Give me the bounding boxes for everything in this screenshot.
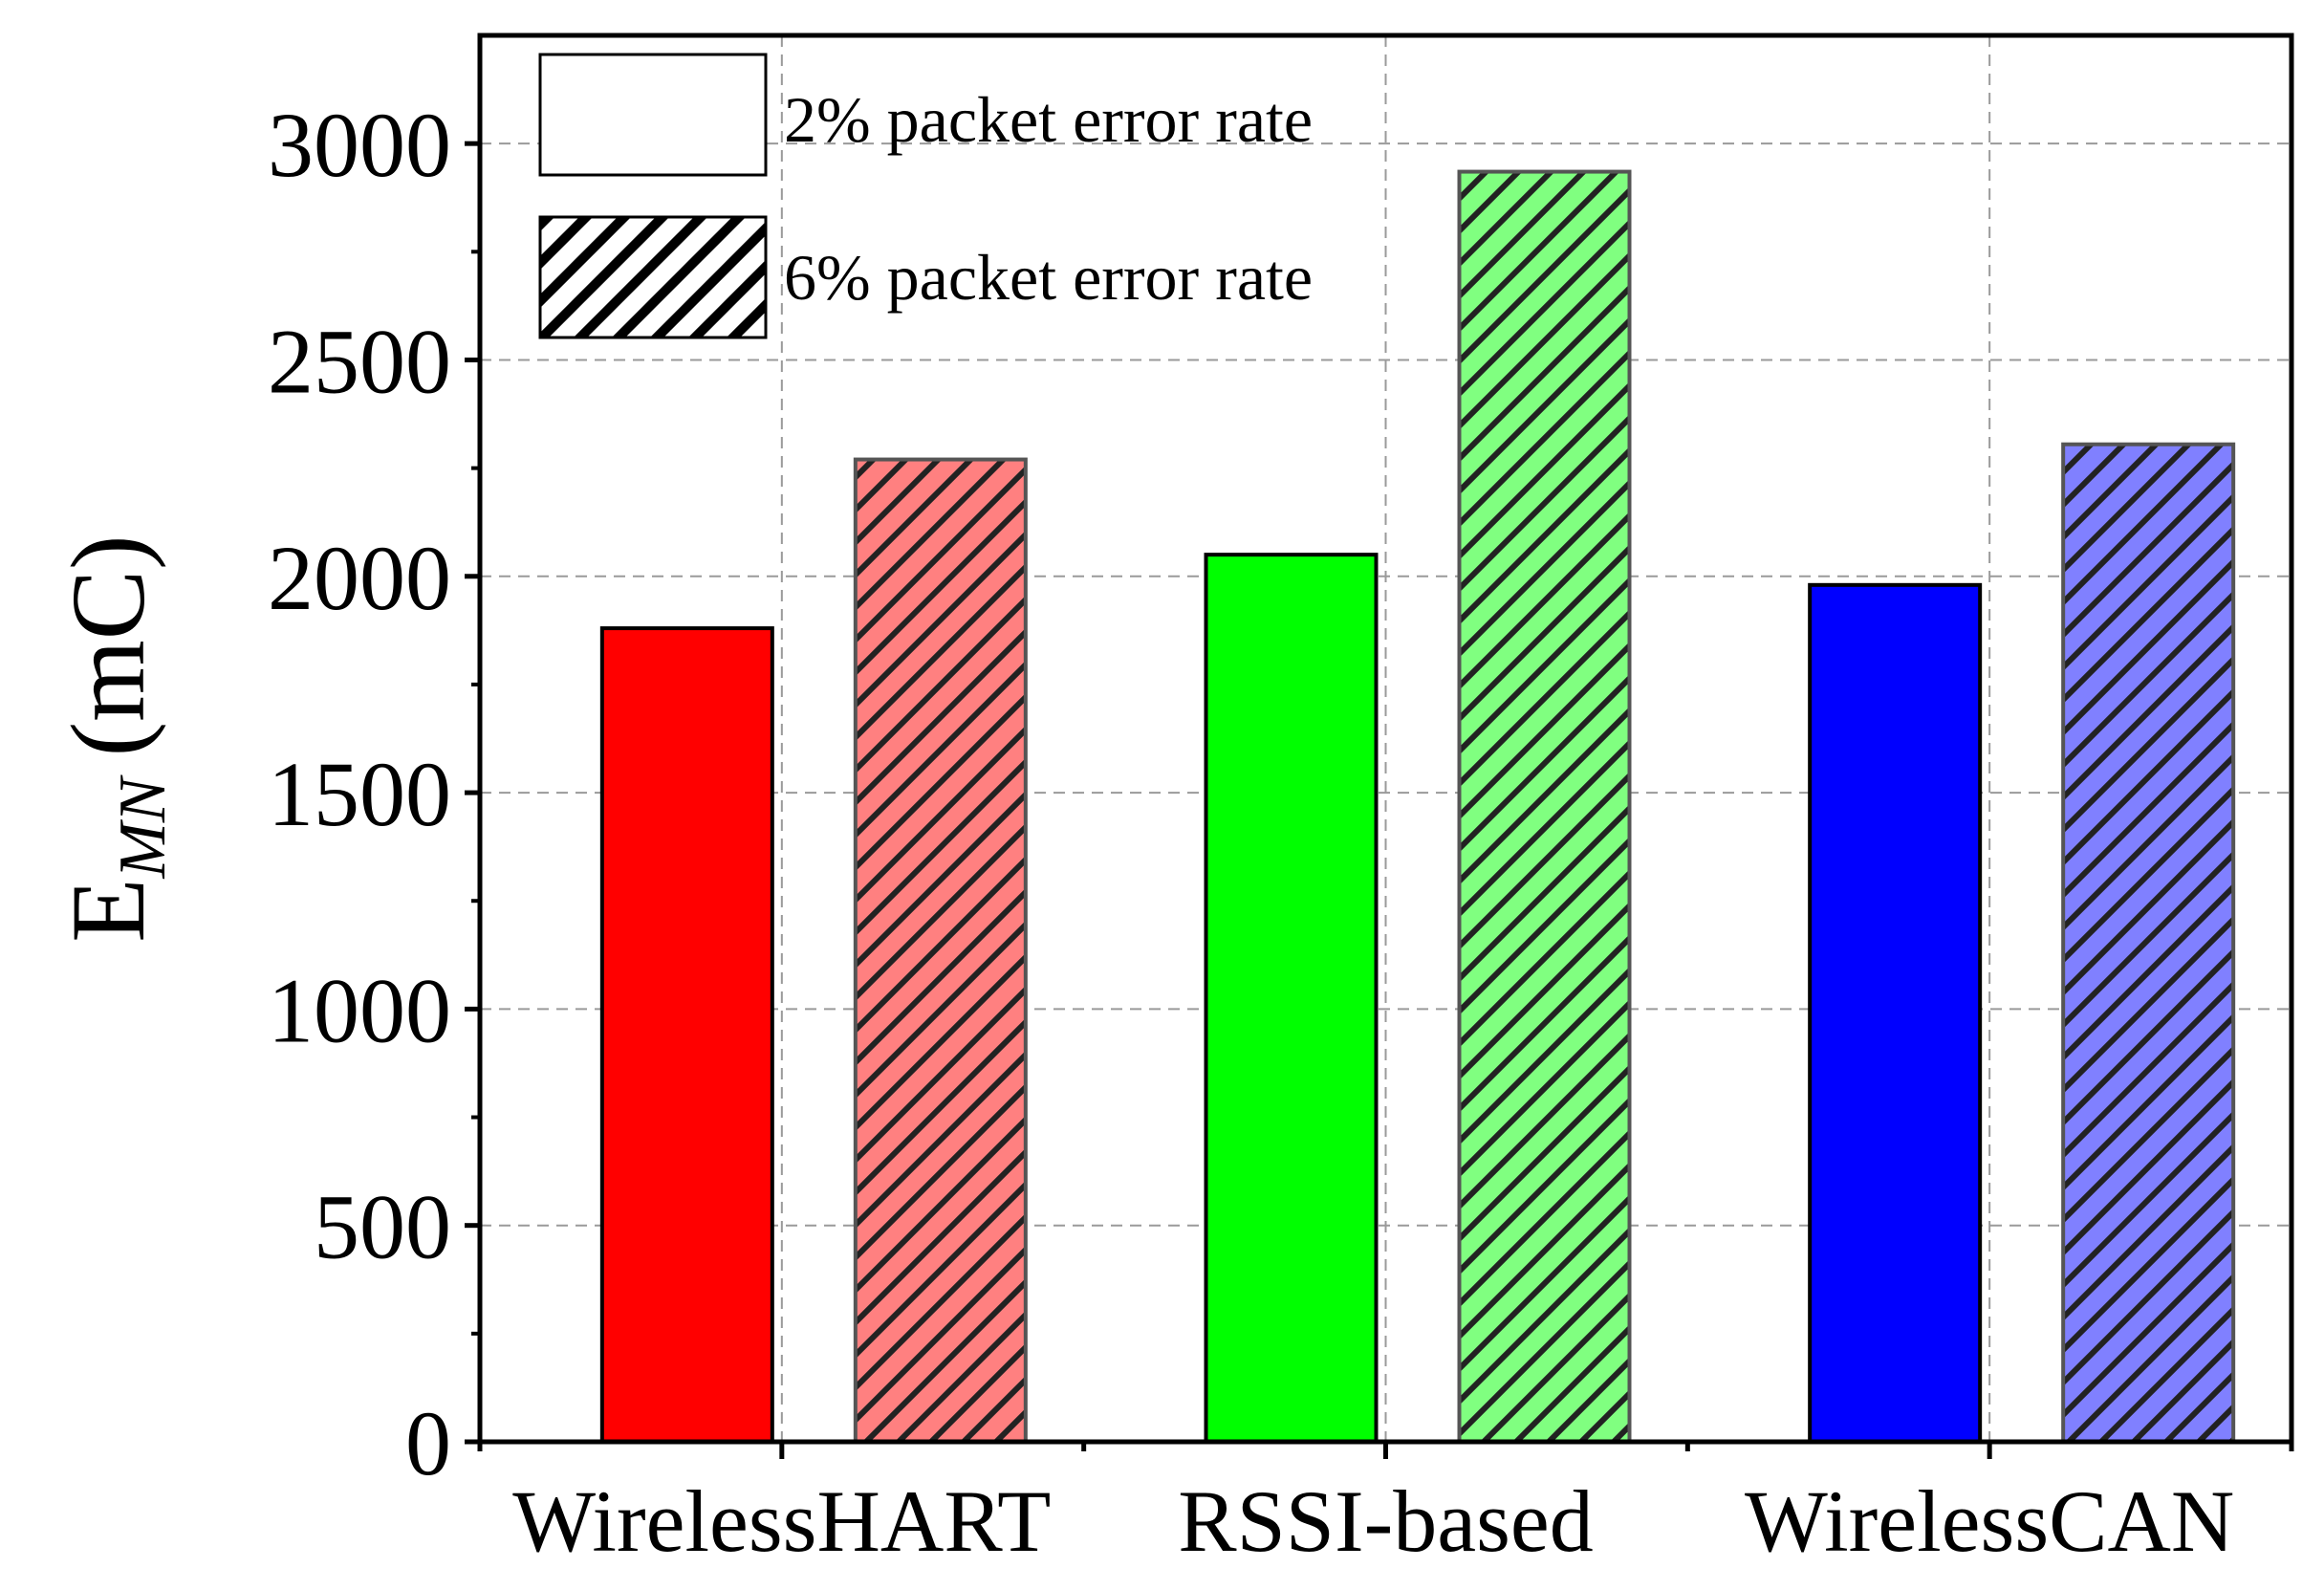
- bar-RSSI-based-6pct: [1457, 169, 1632, 1444]
- category-label: WirelessHART: [512, 1472, 1051, 1570]
- legend-label-6pct: 6% packet error rate: [784, 241, 1313, 314]
- y-tick-label: 0: [405, 1392, 451, 1494]
- legend: 2% packet error rate 6% packet error rat…: [538, 53, 1313, 339]
- legend-label-2pct: 2% packet error rate: [784, 83, 1313, 156]
- y-tick-label: 1000: [268, 959, 451, 1061]
- grid: [480, 35, 2291, 1442]
- y-tick-label: 2000: [268, 527, 451, 629]
- y-axis-title: EMN (mC): [50, 534, 180, 942]
- y-tick-label: 3000: [268, 94, 451, 196]
- y-tick-label: 2500: [268, 310, 451, 412]
- bar-WirelessCAN-2pct: [1808, 582, 1983, 1444]
- y-axis-title-main: E: [50, 879, 166, 943]
- bar-WirelessHART-2pct: [599, 626, 774, 1444]
- bar-WirelessHART-6pct: [853, 457, 1028, 1444]
- axis-ticks: [465, 141, 2294, 1459]
- category-label: WirelessCAN: [1745, 1472, 2234, 1570]
- y-tick-label: 500: [314, 1176, 451, 1278]
- y-axis-title-unit: (mC): [50, 534, 166, 756]
- category-labels: WirelessHART RSSI-based WirelessCAN: [512, 1472, 2234, 1570]
- legend-swatch-2pct: [538, 53, 768, 177]
- legend-swatch-6pct: [538, 215, 768, 339]
- y-axis-title-subscript: MN: [106, 774, 180, 879]
- bars: [599, 169, 2236, 1444]
- category-label: RSSI-based: [1178, 1472, 1593, 1570]
- bar-RSSI-based-2pct: [1204, 553, 1379, 1444]
- y-tick-labels: 0 500 1000 1500 2000 2500 3000: [268, 94, 451, 1494]
- bar-WirelessCAN-6pct: [2061, 442, 2236, 1444]
- y-tick-label: 1500: [268, 743, 451, 845]
